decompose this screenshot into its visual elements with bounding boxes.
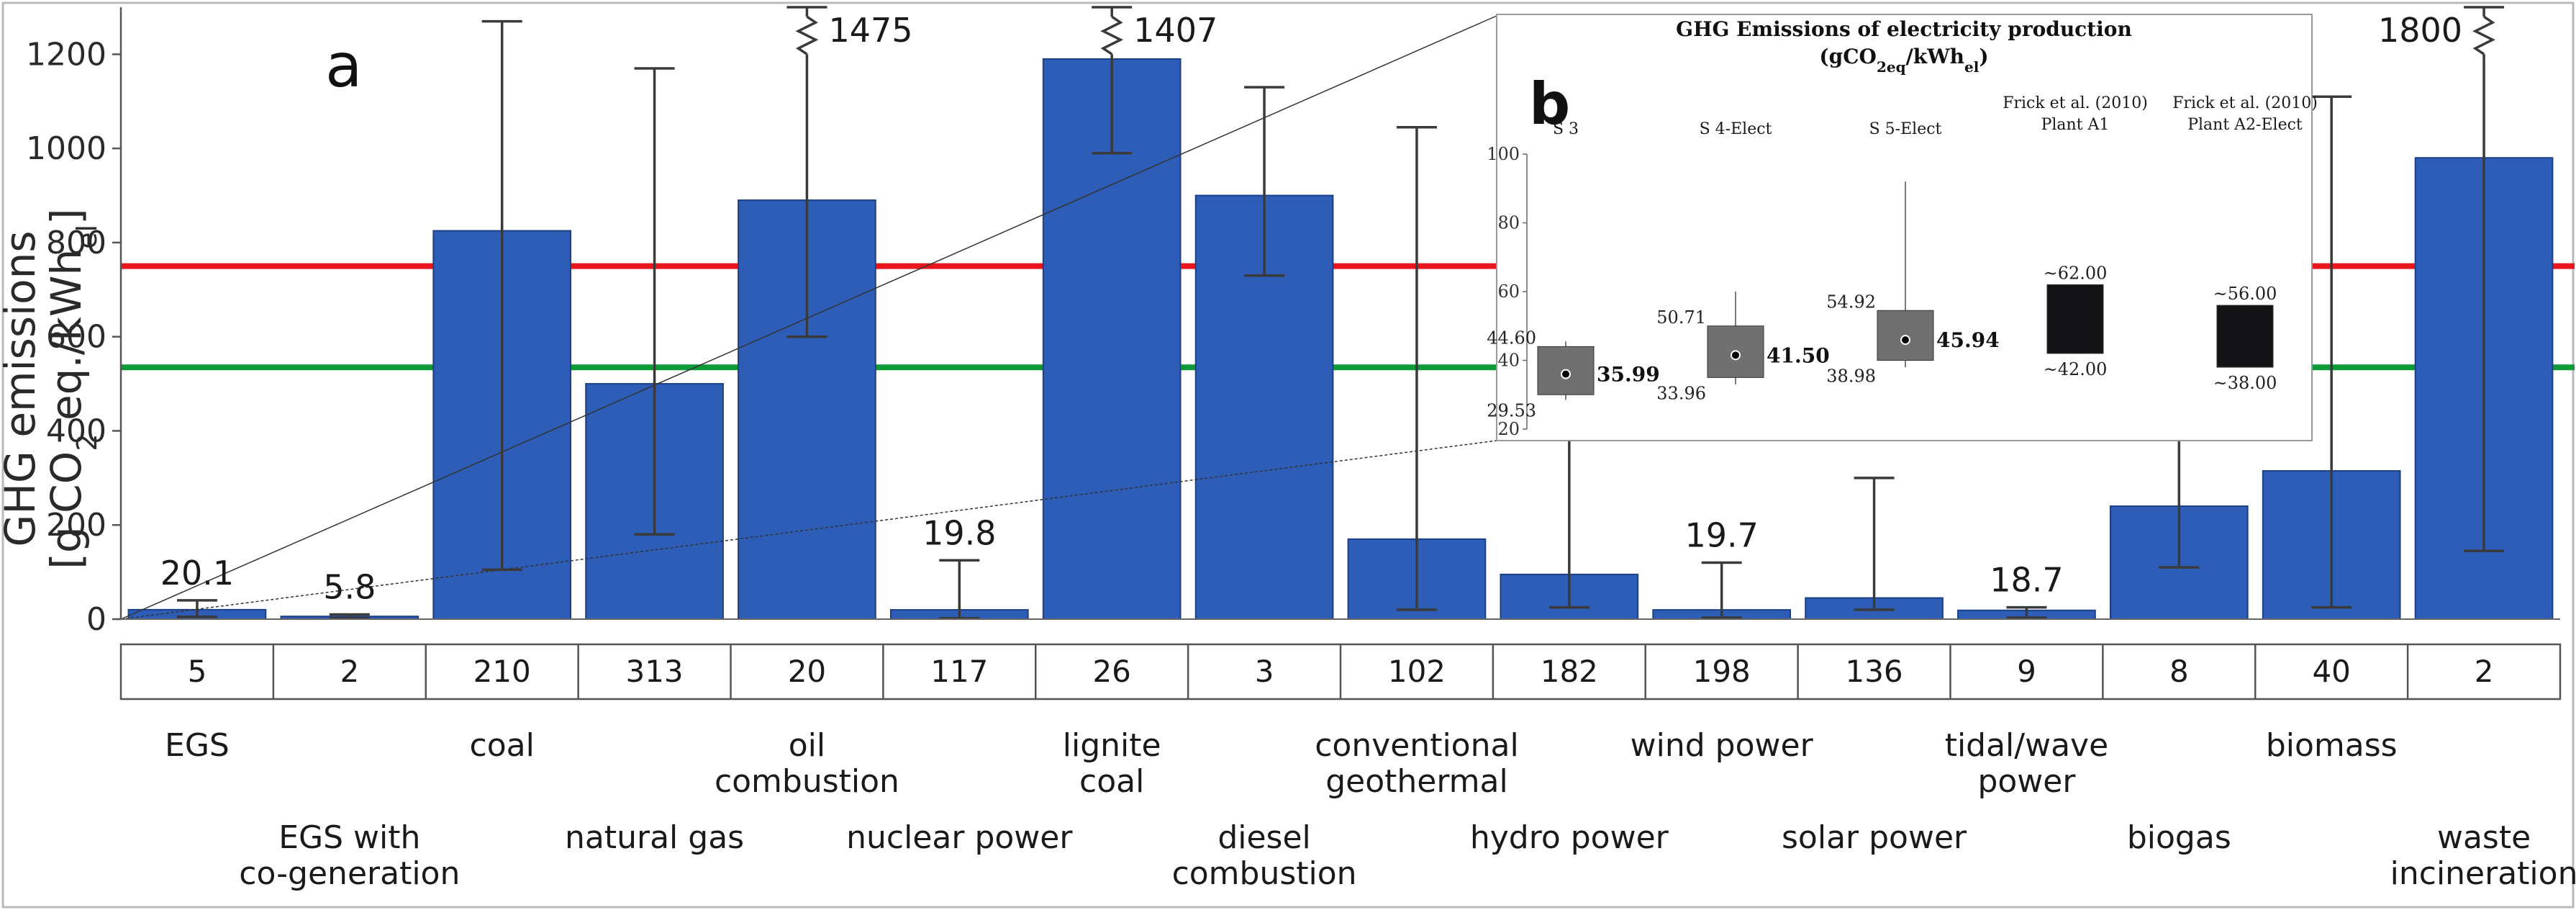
category-label: biogas — [2127, 819, 2231, 856]
inset-category-label: S 4-Elect — [1700, 120, 1772, 138]
category-label: natural gas — [565, 819, 744, 856]
inset-low-label: 29.53 — [1487, 400, 1536, 420]
study-count-cell: 20 — [788, 654, 826, 689]
category-labels: EGS EGS with co-generation coal natural gas o… — [165, 727, 2576, 892]
inset-low-label: ~42.00 — [2044, 359, 2108, 379]
y-tick-label: 800 — [46, 225, 106, 261]
category-label: coal — [470, 727, 535, 764]
study-count-table: 5 2 210 313 20 117 26 3 102 182 198 136 9 8 40 2 — [119, 643, 2562, 700]
inset-title: GHG Emissions of electricity production — [1676, 17, 2132, 41]
axis-break-mark — [2472, 15, 2495, 55]
category-label: wind power — [1631, 727, 1814, 764]
inset-mean-marker — [1900, 335, 1910, 346]
inset-y-tick-label: 80 — [1497, 213, 1520, 233]
zoom-guide-lines — [120, 15, 1497, 620]
category-label: lignite coal — [1063, 727, 1161, 800]
inset-y-tick-label: 60 — [1497, 281, 1520, 302]
inset-high-label: 44.60 — [1487, 328, 1536, 348]
inset-y-tick-label: 40 — [1497, 351, 1520, 371]
category-label: waste incineration — [2390, 819, 2576, 892]
inset-box — [2216, 305, 2274, 368]
study-count-cell: 2 — [2475, 654, 2494, 689]
inset-high-label: 54.92 — [1826, 292, 1876, 312]
study-count-cell: 198 — [1693, 654, 1751, 689]
study-count-cell: 117 — [930, 654, 988, 689]
panel-b: GHG Emissions of electricity production … — [1487, 14, 2318, 441]
inset-mean-marker — [1731, 350, 1741, 361]
study-count-cell: 102 — [1388, 654, 1446, 689]
y-axis: 0 200 400 600 800 1000 1200 — [26, 7, 2560, 638]
inset-low-label: 33.96 — [1656, 383, 1706, 403]
inset-mean-marker — [1561, 369, 1571, 379]
inset-mean-label: 35.99 — [1597, 363, 1660, 387]
value-label: 18.7 — [1990, 561, 2063, 600]
inset-mean-label: 41.50 — [1767, 343, 1830, 367]
study-count-cell: 40 — [2312, 654, 2350, 689]
category-label: EGS — [165, 727, 230, 764]
value-label: 19.7 — [1684, 516, 1758, 555]
category-label: tidal/wave power — [1945, 727, 2108, 800]
value-label: 5.8 — [323, 567, 376, 606]
category-label: biomass — [2266, 727, 2398, 764]
value-label: 1407 — [1133, 11, 1217, 50]
value-label: 1800 — [2378, 11, 2462, 50]
category-label: solar power — [1782, 819, 1967, 856]
study-count-cell: 26 — [1092, 654, 1130, 689]
inset-low-label: 38.98 — [1826, 366, 1876, 387]
study-count-cell: 182 — [1541, 654, 1598, 689]
inset-high-label: 50.71 — [1656, 307, 1706, 328]
axis-break-mark — [1100, 15, 1124, 55]
value-annotations: 20.1 5.8 1475 19.8 1407 19.7 18.7 1800 — [160, 11, 2462, 606]
inset-high-label: ~62.00 — [2044, 263, 2108, 283]
inset-high-label: ~56.00 — [2213, 284, 2277, 304]
inset-boxplot: 20 40 60 80 100 S 3 35.99 44.60 29.53 S 4-Elect 41… — [1487, 94, 2318, 439]
y-tick-label: 1200 — [26, 36, 106, 73]
study-count-cell: 8 — [2169, 654, 2189, 689]
inset-category-label: S 5-Elect — [1869, 120, 1942, 138]
inset-category-label: Frick et al. (2010) Plant A1 — [2003, 94, 2148, 134]
category-label: nuclear power — [846, 819, 1073, 856]
y-axis-title: GHG emissions — [0, 230, 45, 546]
category-label: conventional geothermal — [1315, 727, 1518, 800]
study-count-cell: 210 — [473, 654, 531, 689]
y-axis-unit: [g CO2 eq./kWhel] — [42, 208, 103, 569]
inset-low-label: ~38.00 — [2213, 373, 2277, 393]
axis-break-mark — [795, 15, 819, 55]
y-tick-label: 1000 — [26, 130, 106, 167]
inset-category-label: S 3 — [1553, 120, 1579, 138]
panel-label-a: a — [325, 30, 362, 101]
error-bars — [176, 6, 2505, 620]
study-count-cell: 2 — [340, 654, 359, 689]
y-tick-label: 200 — [46, 507, 106, 544]
panel-label-b: b — [1529, 71, 1570, 138]
zoom-line — [120, 440, 1497, 620]
study-count-cell: 313 — [625, 654, 683, 689]
inset-y-tick-label: 20 — [1497, 419, 1520, 439]
y-tick-label: 0 — [86, 601, 106, 638]
zoom-line — [120, 15, 1497, 620]
inset-y-tick-label: 100 — [1487, 144, 1520, 164]
y-tick-label: 400 — [46, 413, 106, 449]
study-count-cell: 136 — [1845, 654, 1902, 689]
value-label: 1475 — [828, 11, 912, 50]
study-count-cell: 3 — [1255, 654, 1274, 689]
inset-box — [2046, 284, 2104, 354]
study-count-cell: 5 — [188, 654, 207, 689]
study-count-cell: 9 — [2017, 654, 2036, 689]
y-tick-label: 600 — [46, 319, 106, 356]
category-label: hydro power — [1470, 819, 1669, 856]
inset-title-unit: (gCO2eq/kWhel) — [1819, 45, 1988, 76]
inset-mean-label: 45.94 — [1936, 328, 2000, 352]
inset-category-label: Frick et al. (2010) Plant A2-Elect — [2172, 94, 2318, 134]
category-label: diesel combustion — [1172, 819, 1357, 892]
inset-frame — [1496, 14, 2313, 441]
value-label: 20.1 — [160, 554, 234, 593]
category-label: oil combustion — [715, 727, 899, 800]
category-label: EGS with co-generation — [239, 819, 460, 892]
value-label: 19.8 — [922, 513, 996, 552]
